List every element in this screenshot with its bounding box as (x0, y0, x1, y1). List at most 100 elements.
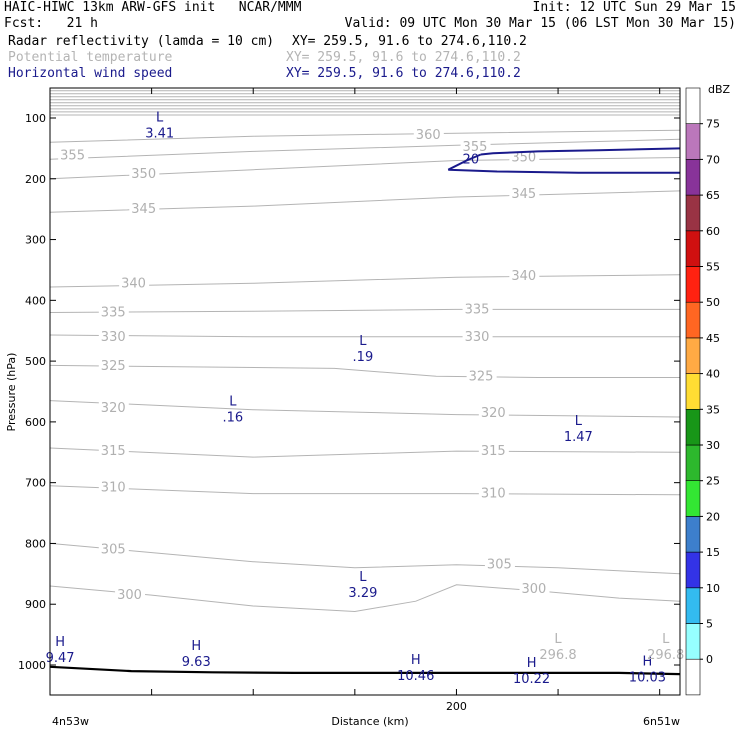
colorbar-label: 20 (706, 510, 720, 523)
colorbar-segment (685, 587, 701, 624)
theta-label-340: 340 (511, 269, 536, 284)
theta-label-310: 310 (481, 487, 506, 502)
colorbar-label: 65 (706, 189, 720, 202)
y-tick-label: 300 (25, 234, 46, 247)
y-tick-label: 100 (25, 112, 46, 125)
theta-label-bg (484, 556, 515, 571)
theta-contour-300 (49, 584, 681, 613)
theta-label-350: 350 (511, 151, 536, 166)
x-axis-label: Distance (km) (331, 715, 408, 728)
theta-label-355: 355 (463, 140, 488, 155)
y-tick-label: 400 (25, 294, 46, 307)
colorbar-segment (685, 551, 701, 589)
field-theta-name: Potential temperature (8, 50, 173, 65)
colorbar-segment (685, 87, 701, 125)
theta-label-bg (129, 165, 160, 180)
colorbar-segment (685, 516, 701, 553)
y-tick-label: 500 (25, 355, 46, 368)
theta-label-335: 335 (465, 302, 490, 317)
header-valid: Valid: 09 UTC Mon 30 Mar 15 (06 LST Mon … (344, 16, 736, 31)
theta-label-bg (478, 404, 509, 419)
extremum-type: H (411, 653, 421, 668)
theta-label-315: 315 (481, 444, 506, 459)
colorbar-label: 0 (706, 653, 713, 666)
colorbar-segment (685, 373, 701, 410)
theta-label-bg (509, 268, 540, 283)
theta-label-330: 330 (465, 330, 490, 345)
extremum-type: L (156, 110, 164, 125)
theta-label-325: 325 (469, 369, 494, 384)
theta-contour-305 (49, 542, 681, 575)
y-tick-label: 800 (25, 537, 46, 550)
theta-contour-320 (49, 400, 681, 418)
terrain (49, 665, 681, 676)
theta-label-bg (115, 587, 146, 602)
extremum-type: L (662, 632, 670, 647)
terrain-line (49, 665, 681, 676)
extremum-type: H (55, 635, 65, 650)
theta-label-bg (98, 357, 129, 372)
extremum-value: .19 (353, 350, 374, 365)
field-theta-xy: XY= 259.5, 91.6 to 274.6,110.2 (286, 50, 521, 65)
theta-label-bg (478, 485, 509, 500)
field-wind-name: Horizontal wind speed (8, 66, 173, 81)
colorbar-segment (685, 337, 701, 374)
extremum-value: 296.8 (647, 648, 684, 663)
theta-label-bg (119, 275, 150, 290)
colorbar-unit: dBZ (708, 83, 731, 96)
theta-label-345: 345 (511, 187, 536, 202)
theta-label-bg (413, 127, 444, 142)
colorbar-segment (685, 408, 701, 446)
theta-label-bg (98, 399, 129, 414)
theta-label-305: 305 (487, 558, 512, 573)
theta-label-300: 300 (117, 588, 142, 603)
theta-label-bg (519, 581, 550, 596)
theta-label-345: 345 (131, 202, 156, 217)
theta-label-bg (129, 201, 160, 216)
colorbar: 0 5 10 15 20 25 30 35 40 45 50 55 60 65 70 75 (685, 87, 720, 696)
y-axis: 100 200 300 400 500 600 700 800 900 1000 (18, 112, 680, 672)
theta-label-bg (98, 541, 129, 556)
colorbar-label: 60 (706, 225, 720, 238)
theta-label-320: 320 (481, 406, 506, 421)
wind-contour-20 (447, 153, 680, 174)
extremum-value: 1.47 (564, 430, 593, 445)
theta-label-330: 330 (101, 330, 126, 345)
extremum-type: H (191, 639, 201, 654)
theta-label-bg (462, 301, 493, 316)
field-wind-xy: XY= 259.5, 91.6 to 274.6,110.2 (286, 66, 521, 81)
colorbar-label: 30 (706, 439, 720, 452)
y-tick-label: 1000 (18, 659, 46, 672)
extremum-value: 296.8 (539, 648, 576, 663)
theta-contour-340 (49, 274, 681, 288)
extremum-type: L (229, 395, 237, 410)
header-init: Init: 12 UTC Sun 29 Mar 15 (532, 0, 737, 15)
extremum-type: L (554, 632, 562, 647)
theta-label-350: 350 (131, 167, 156, 182)
theta-contour-325 (49, 364, 680, 378)
extremum-value: 10.03 (629, 670, 666, 685)
theta-label-310: 310 (101, 481, 126, 496)
theta-contour-335 (49, 308, 680, 313)
colorbar-segment (685, 444, 701, 482)
colorbar-label: 45 (706, 332, 720, 345)
y-tick-label: 700 (25, 477, 46, 490)
theta-label-bg (98, 443, 129, 458)
colorbar-label: 10 (706, 582, 720, 595)
wind-contours: 20 (447, 147, 681, 174)
x-left-label: 4n53w (52, 715, 89, 728)
extremum-value: 10.22 (513, 672, 550, 687)
colorbar-label: 5 (706, 618, 713, 631)
extremum-type: L (359, 334, 367, 349)
extremum-value: 3.29 (348, 586, 377, 601)
colorbar-label: 50 (706, 296, 720, 309)
colorbar-segment (685, 230, 701, 267)
field-reflectivity-name: Radar reflectivity (lamda = 10 cm) (8, 34, 275, 49)
y-tick-label: 200 (25, 173, 46, 186)
theta-label-bg (478, 443, 509, 458)
theta-label-bg (466, 368, 497, 383)
extremum-value: 3.41 (145, 126, 174, 141)
theta-label-305: 305 (101, 543, 126, 558)
theta-label-bg (98, 304, 129, 319)
